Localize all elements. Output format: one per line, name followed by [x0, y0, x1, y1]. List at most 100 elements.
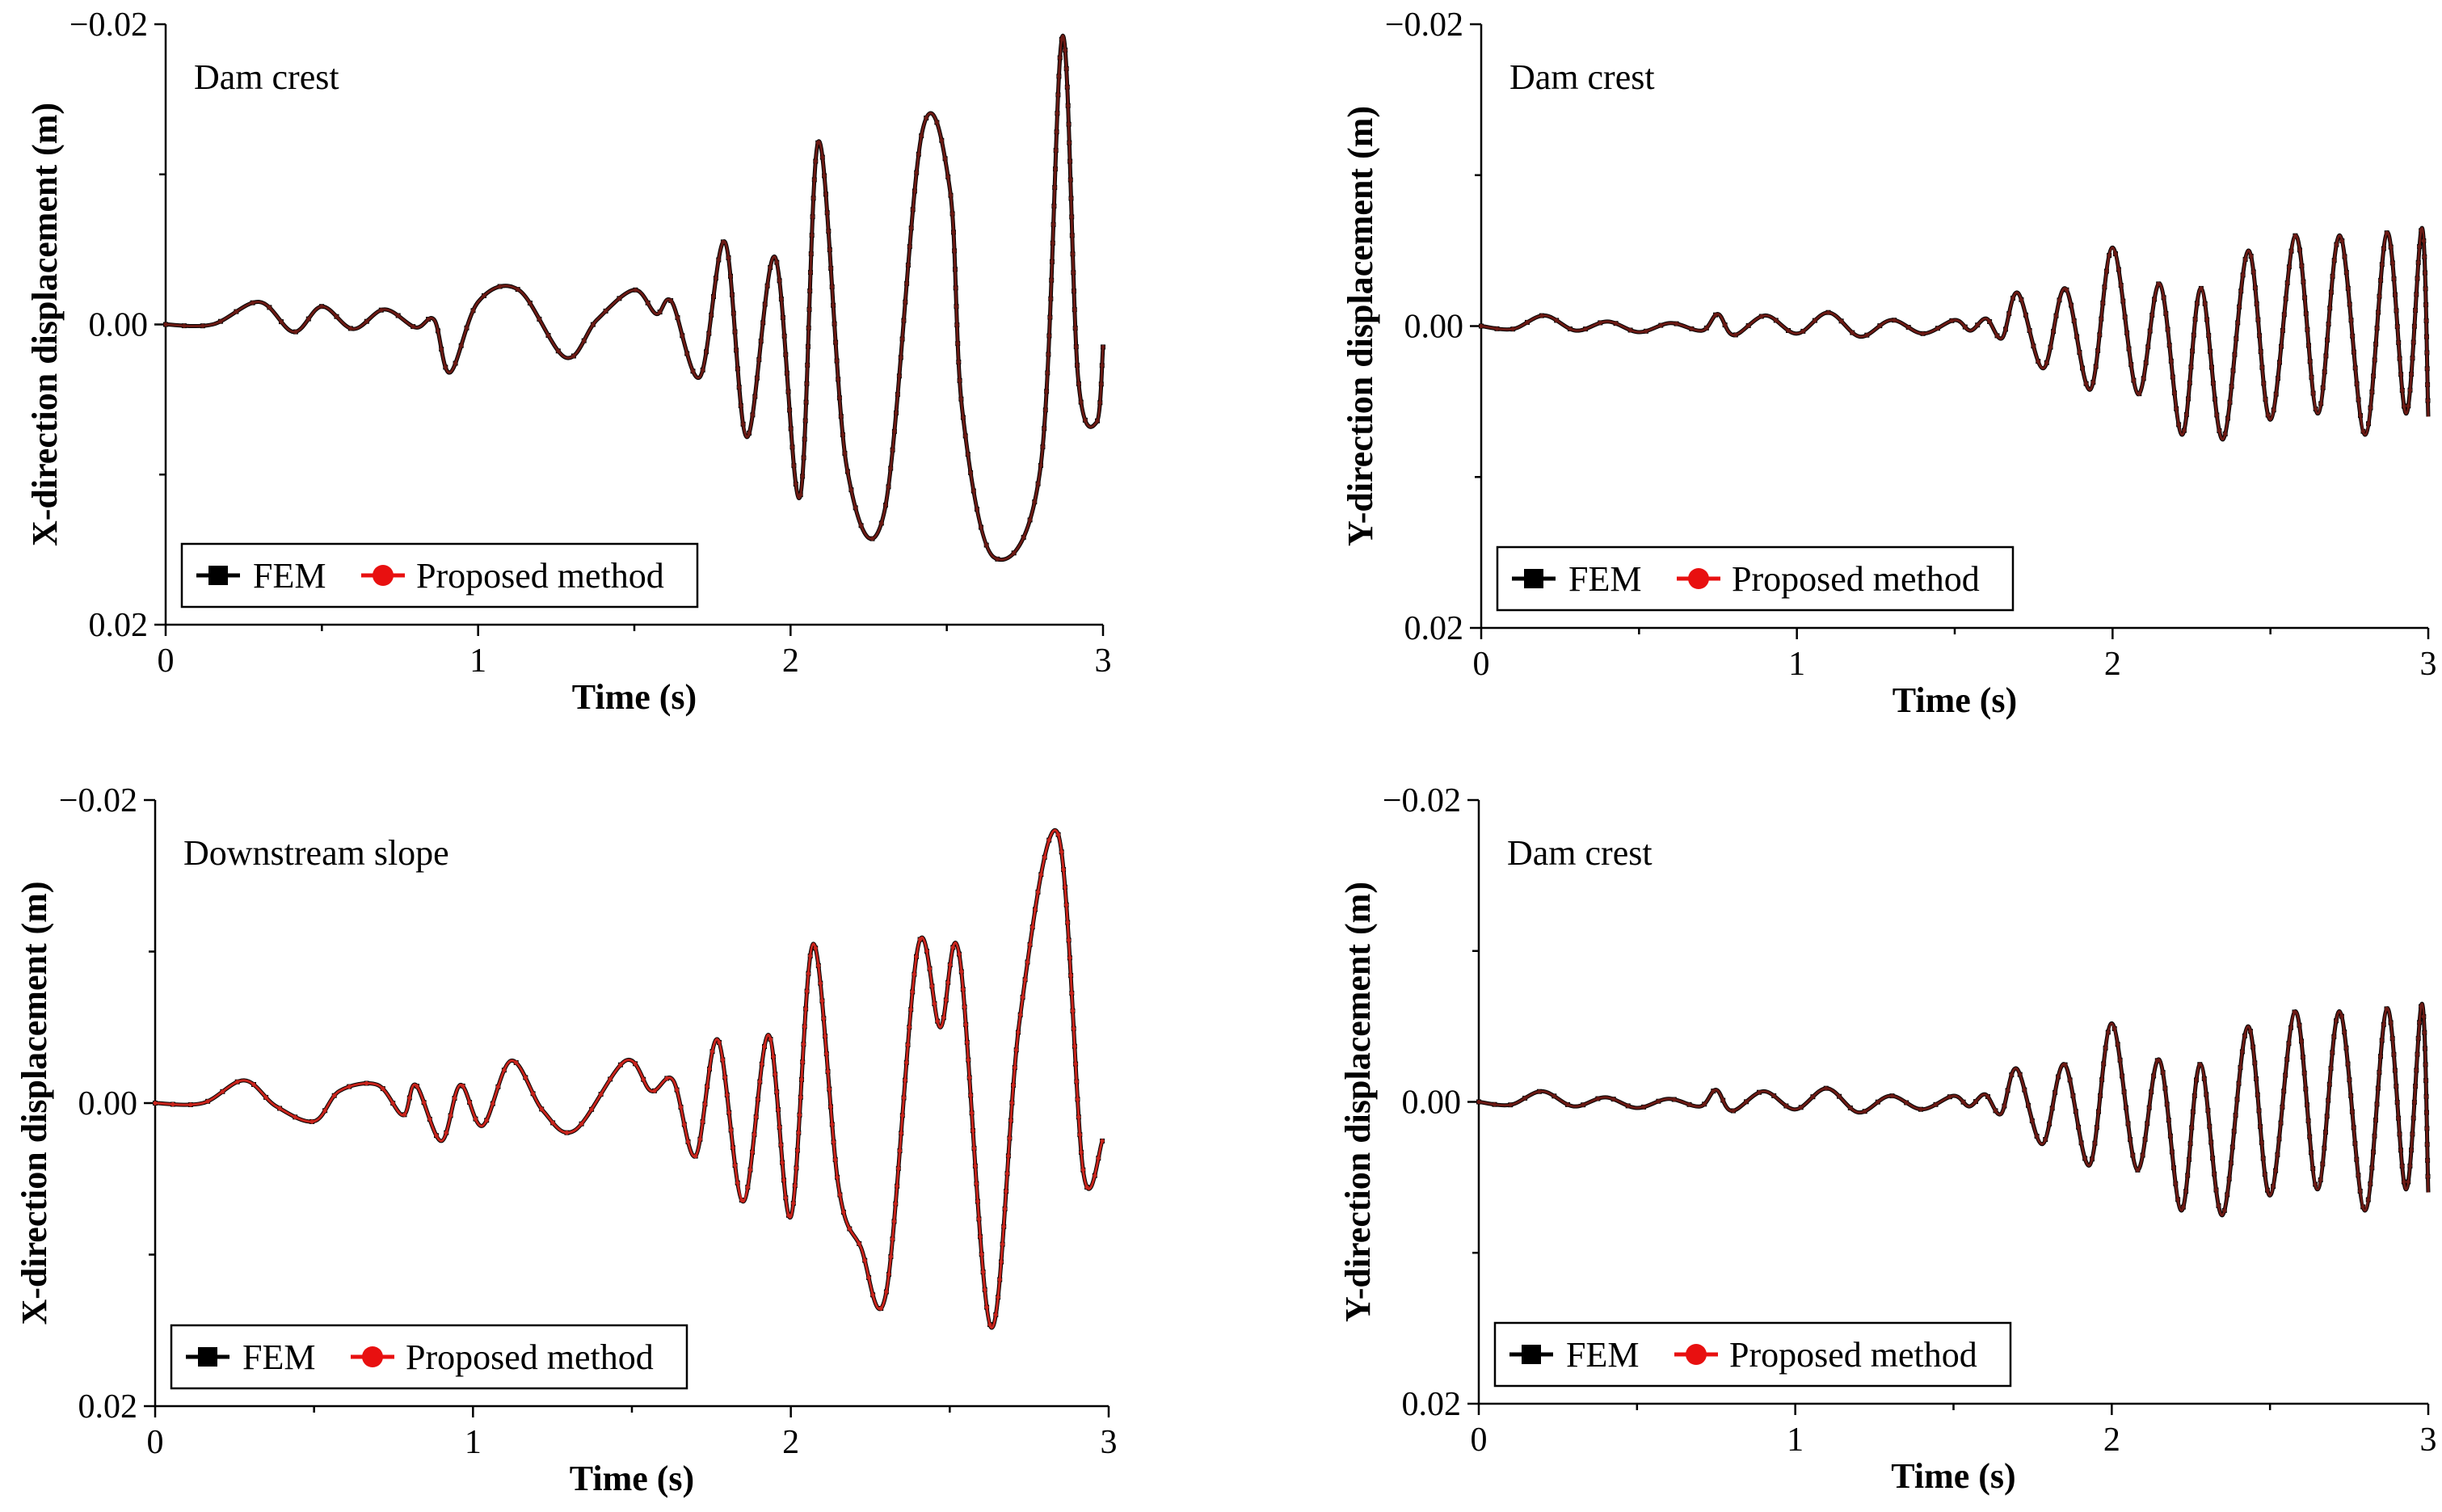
proposed-marker [1611, 1097, 1616, 1101]
proposed-marker [954, 304, 959, 309]
proposed-marker [1077, 1132, 1082, 1137]
proposed-marker [822, 173, 827, 179]
series-proposed-method [1476, 1002, 2431, 1217]
proposed-marker [2396, 1116, 2401, 1121]
proposed-marker [2022, 1088, 2027, 1093]
proposed-marker [2261, 381, 2266, 385]
proposed-marker [2248, 1029, 2253, 1034]
proposed-marker [473, 1117, 478, 1122]
proposed-marker [971, 1146, 977, 1151]
proposed-marker [732, 329, 738, 335]
proposed-marker [2398, 1148, 2403, 1152]
proposed-marker [448, 1113, 453, 1118]
proposed-marker [1973, 1099, 1978, 1104]
proposed-marker [2090, 1156, 2095, 1161]
proposed-marker [914, 954, 919, 959]
proposed-marker [929, 983, 934, 988]
proposed-marker [835, 1175, 840, 1180]
proposed-marker [1731, 1108, 1736, 1114]
proposed-marker [1070, 1009, 1076, 1013]
legend-proposed-label: Proposed method [406, 1337, 654, 1377]
proposed-marker [1059, 37, 1064, 42]
proposed-marker [2376, 1086, 2381, 1091]
proposed-marker [2176, 422, 2181, 427]
proposed-marker [1079, 400, 1084, 405]
proposed-marker [1012, 550, 1017, 555]
proposed-marker [2225, 415, 2230, 421]
proposed-marker [810, 233, 815, 238]
proposed-marker [539, 1106, 544, 1111]
proposed-marker [2084, 381, 2089, 386]
proposed-marker [1025, 959, 1030, 965]
proposed-marker [2043, 1137, 2048, 1142]
proposed-marker [263, 1095, 268, 1100]
proposed-marker [267, 305, 272, 310]
proposed-marker [668, 298, 673, 303]
proposed-marker [2010, 296, 2015, 301]
proposed-marker [924, 116, 928, 120]
proposed-marker [816, 963, 821, 968]
proposed-marker [907, 244, 912, 249]
proposed-marker [901, 318, 906, 323]
proposed-marker [2303, 1086, 2308, 1092]
proposed-marker [798, 1095, 803, 1100]
proposed-marker [1539, 314, 1544, 318]
proposed-marker [1877, 323, 1882, 328]
proposed-marker [491, 1101, 495, 1106]
legend: FEM Proposed method [1496, 545, 2015, 612]
proposed-marker [1074, 1079, 1079, 1084]
proposed-marker [2413, 308, 2418, 313]
proposed-marker [2323, 1130, 2328, 1135]
proposed-marker [2191, 1110, 2196, 1114]
proposed-marker [2100, 301, 2105, 305]
proposed-marker [945, 175, 950, 179]
proposed-marker [1003, 1207, 1008, 1211]
proposed-marker [2256, 1108, 2262, 1113]
proposed-marker [1824, 1086, 1829, 1091]
proposed-marker [857, 1241, 861, 1246]
proposed-marker [2053, 1090, 2057, 1095]
proposed-marker [2257, 333, 2262, 338]
proposed-marker [2184, 412, 2189, 417]
proposed-marker [979, 1252, 984, 1257]
x-tick-label: 1 [1788, 646, 1805, 683]
proposed-marker [2284, 1057, 2289, 1062]
proposed-marker [390, 1101, 395, 1106]
proposed-marker [791, 1201, 796, 1206]
proposed-marker [2168, 1134, 2173, 1139]
proposed-marker [617, 296, 622, 301]
proposed-marker [886, 484, 891, 489]
proposed-marker [2080, 365, 2085, 371]
proposed-marker [2391, 276, 2397, 281]
proposed-marker [2276, 1136, 2282, 1141]
proposed-marker [909, 225, 914, 230]
proposed-marker [1799, 1105, 1804, 1110]
proposed-marker [717, 1040, 722, 1045]
proposed-marker [2255, 1093, 2260, 1097]
proposed-marker [943, 156, 948, 161]
x-tick-label: 0 [1471, 1421, 1488, 1459]
proposed-marker [1723, 322, 1728, 327]
x-tick-label: 1 [465, 1424, 482, 1461]
proposed-marker [2163, 311, 2168, 316]
proposed-marker [461, 1084, 465, 1089]
proposed-marker [1813, 318, 1817, 323]
proposed-marker [783, 352, 788, 357]
proposed-marker [709, 313, 714, 318]
proposed-marker [2206, 333, 2211, 338]
proposed-marker [2391, 1052, 2396, 1057]
proposed-marker [958, 378, 962, 383]
proposed-marker [531, 1091, 536, 1096]
proposed-marker [2372, 1134, 2377, 1139]
proposed-marker [2278, 1121, 2284, 1126]
proposed-marker [914, 171, 919, 175]
proposed-marker [2147, 1106, 2152, 1110]
y-tick-label: 0.00 [78, 1085, 138, 1122]
proposed-marker [2187, 1157, 2191, 1162]
proposed-marker [752, 1132, 757, 1137]
proposed-marker [2230, 368, 2236, 373]
proposed-marker [2390, 1036, 2395, 1041]
proposed-marker [828, 1104, 833, 1110]
proposed-marker [997, 1277, 1002, 1282]
proposed-marker [1075, 1097, 1080, 1101]
